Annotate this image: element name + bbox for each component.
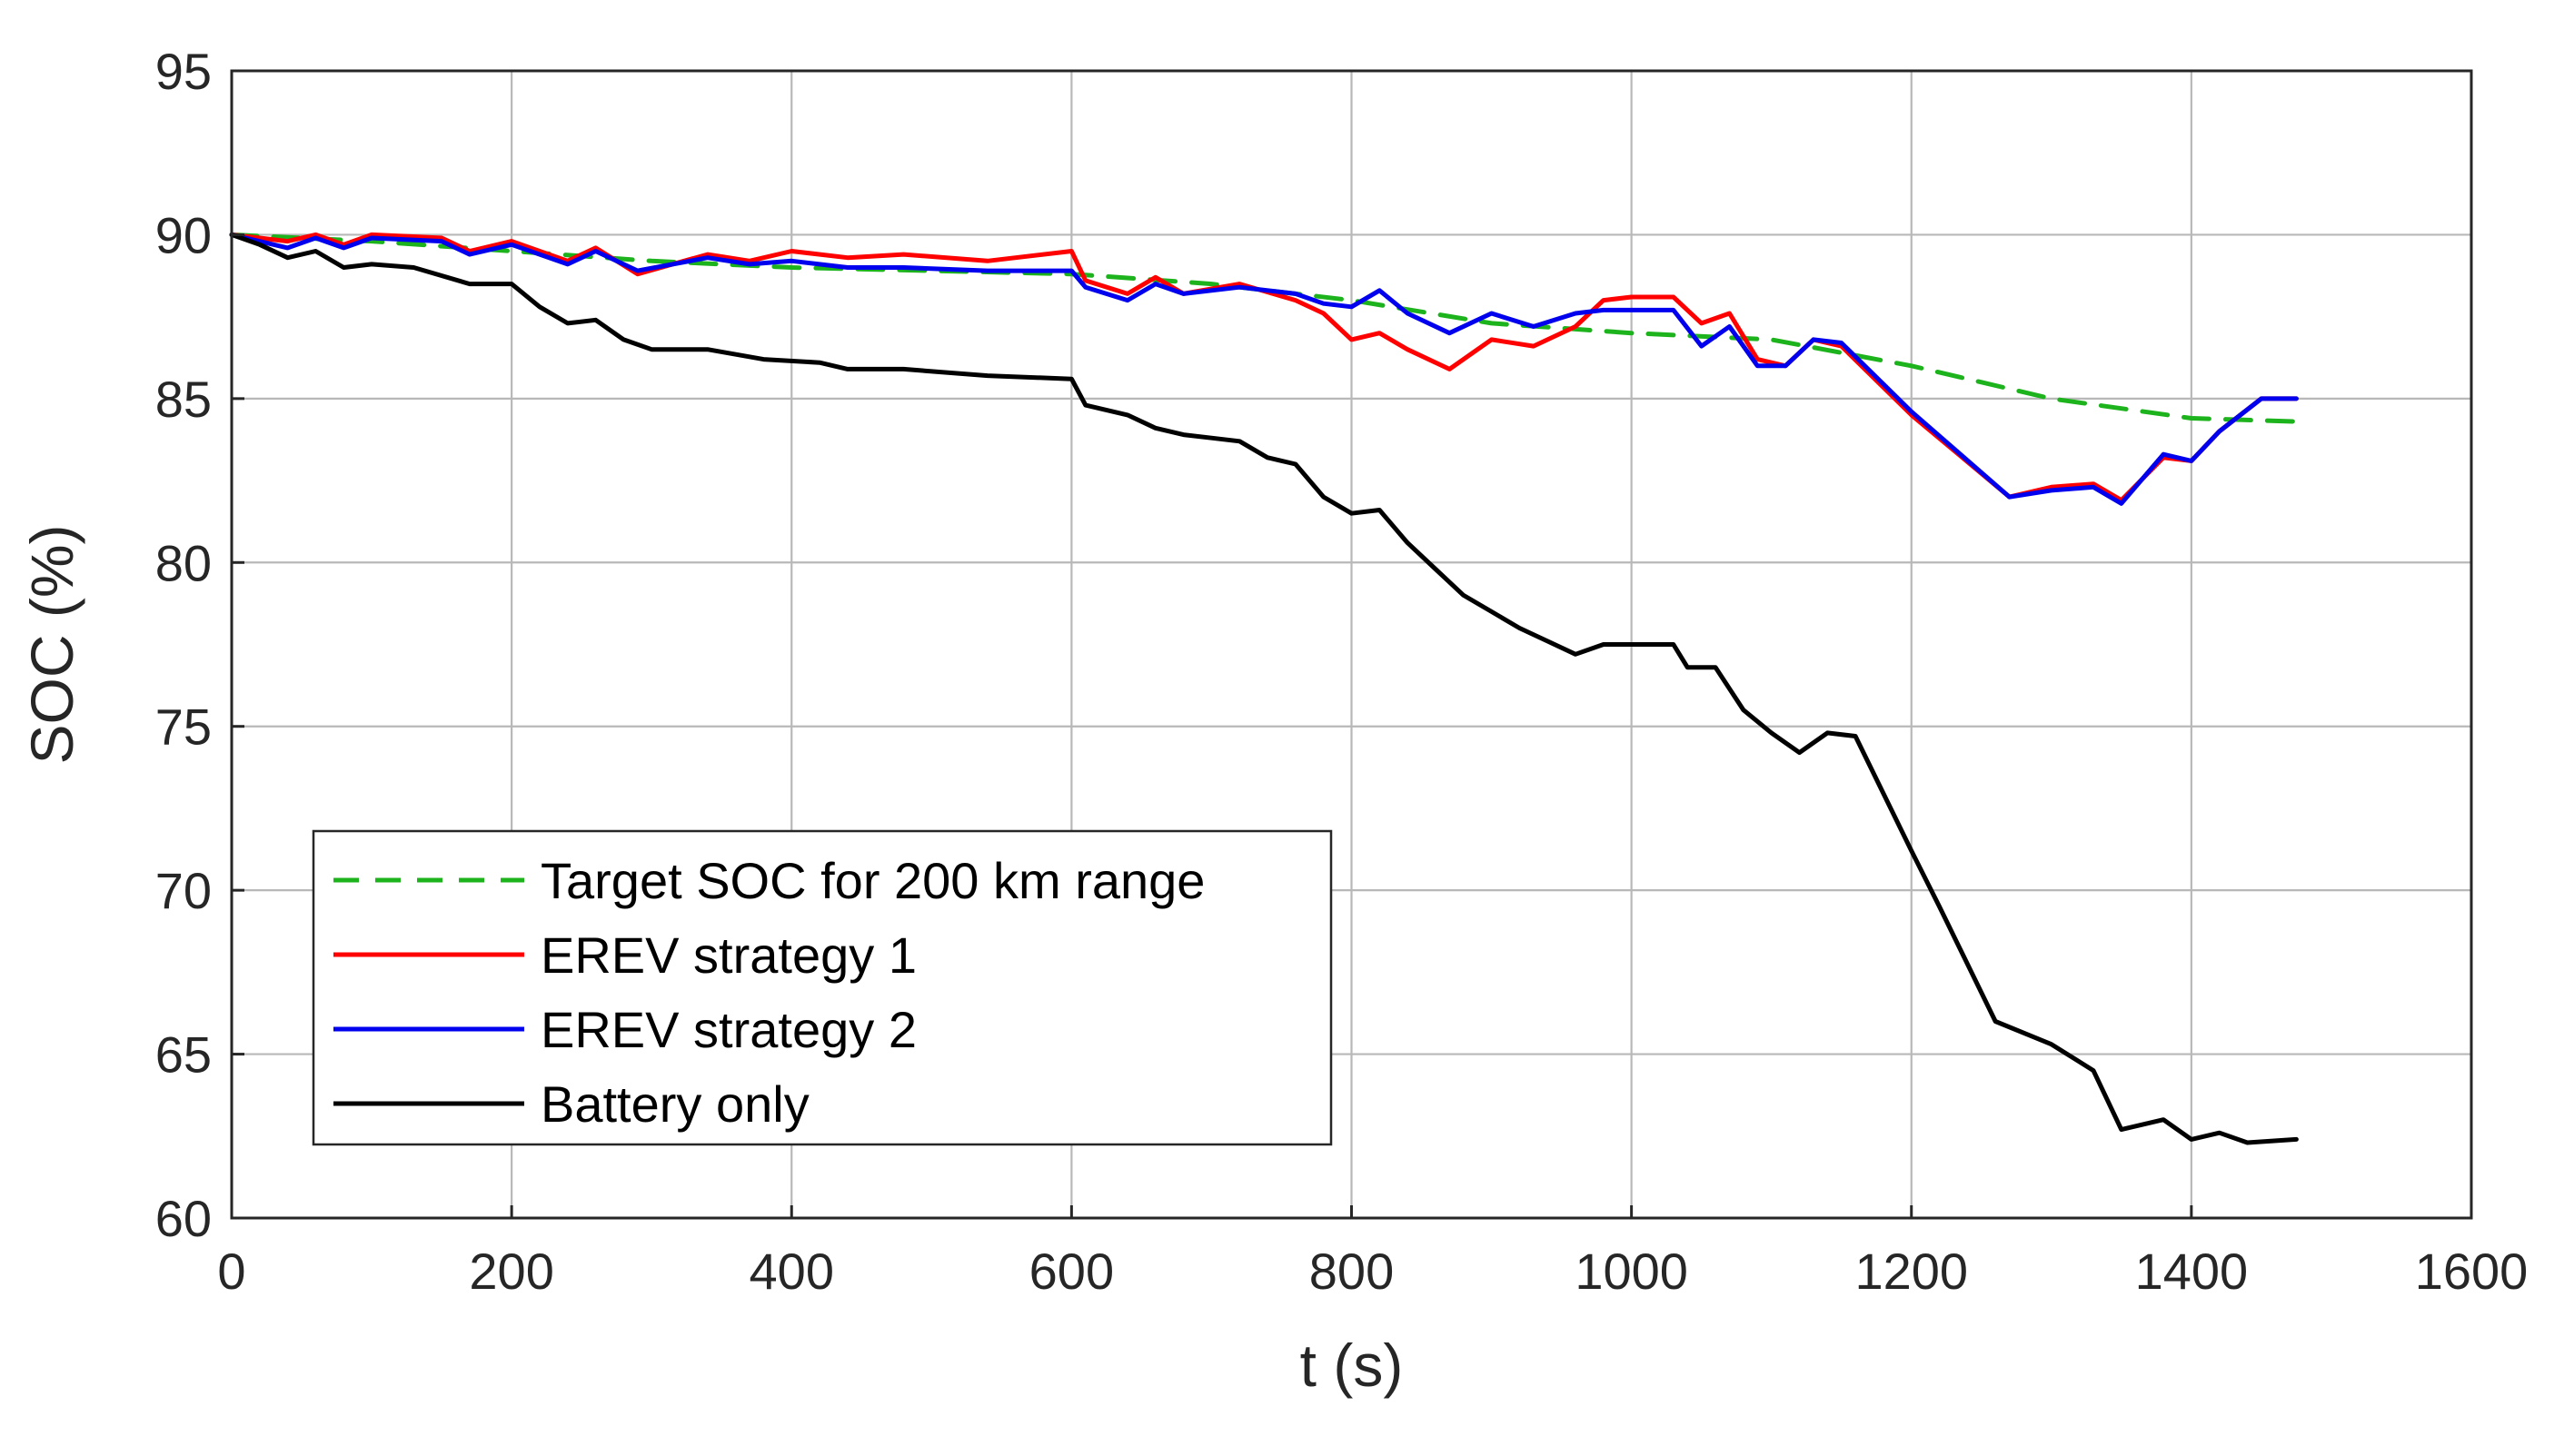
- x-axis-label: t (s): [1300, 1332, 1404, 1399]
- y-tick-label: 80: [155, 534, 212, 591]
- legend-label: EREV strategy 1: [541, 926, 917, 984]
- x-tick-label: 1200: [1854, 1243, 1968, 1300]
- x-tick-label: 1400: [2135, 1243, 2249, 1300]
- x-tick-label: 1000: [1575, 1243, 1688, 1300]
- series-line-3: [229, 232, 2299, 506]
- series-line-1: [229, 232, 2299, 424]
- y-tick-label: 90: [155, 206, 212, 263]
- x-tick-label: 400: [750, 1243, 834, 1300]
- x-tick-label: 600: [1029, 1243, 1114, 1300]
- y-tick-label: 65: [155, 1026, 212, 1084]
- legend-box: [312, 829, 1333, 1146]
- y-tick-label: 85: [155, 371, 212, 428]
- x-tick-label: 200: [469, 1243, 553, 1300]
- y-tick-label: 60: [155, 1190, 212, 1247]
- data-series: [229, 232, 2299, 1145]
- x-tick-label: 0: [217, 1243, 245, 1300]
- y-axis-label: SOC (%): [18, 525, 85, 765]
- x-tick-label: 800: [1309, 1243, 1394, 1300]
- y-tick-label: 75: [155, 698, 212, 756]
- y-tick-label: 95: [155, 43, 212, 100]
- x-tick-label: 1600: [2415, 1243, 2529, 1300]
- legend: Target SOC for 200 km range EREV strategy…: [312, 829, 1333, 1146]
- legend-label: Target SOC for 200 km range: [541, 852, 1205, 909]
- series-line-4: [229, 232, 2299, 1145]
- tick-labels: 0 200 400 600 800 1000 1200 1400 1600 60 65 70 75 80 8…: [155, 43, 2529, 1300]
- y-tick-label: 70: [155, 862, 212, 919]
- legend-label: Battery only: [541, 1075, 810, 1133]
- legend-label: EREV strategy 2: [541, 1001, 917, 1058]
- series-line-2: [229, 232, 2299, 503]
